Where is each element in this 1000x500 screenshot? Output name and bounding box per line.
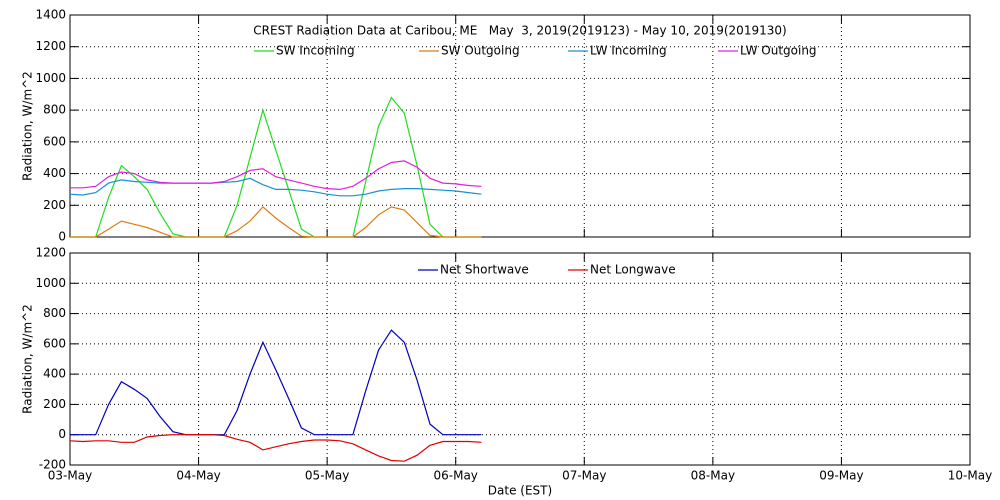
y-tick-label: 1000 (35, 71, 66, 85)
y-tick-label: 1200 (35, 246, 66, 260)
legend-label: LW Incoming (590, 44, 667, 58)
y-tick-label: 1400 (35, 8, 66, 22)
y-tick-label: 1000 (35, 276, 66, 290)
x-tick-label: 10-May (948, 469, 992, 483)
x-tick-label: 08-May (691, 469, 735, 483)
y-tick-label: 600 (43, 336, 66, 350)
x-tick-label: 07-May (562, 469, 606, 483)
legend-label: Net Longwave (590, 263, 676, 277)
legend-label: SW Incoming (276, 44, 355, 58)
y-tick-label: 200 (43, 397, 66, 411)
chart-title: CREST Radiation Data at Caribou, ME May … (253, 24, 786, 38)
legend-label: Net Shortwave (440, 263, 529, 277)
series-line (70, 96, 482, 238)
y-axis-label: Radiation, W/m^2 (21, 71, 35, 181)
y-axis-label: Radiation, W/m^2 (21, 304, 35, 414)
y-tick-label: -200 (39, 458, 66, 472)
y-tick-label: 400 (43, 367, 66, 381)
x-tick-label: 04-May (176, 469, 220, 483)
y-tick-label: 400 (43, 166, 66, 180)
y-tick-label: 0 (58, 230, 66, 244)
series-line (69, 434, 482, 462)
plot-frame (69, 14, 971, 238)
y-tick-label: 1200 (35, 39, 66, 53)
y-tick-label: 0 (58, 427, 66, 441)
x-tick-label: 09-May (819, 469, 863, 483)
plot-frame (69, 252, 971, 466)
x-tick-label: 06-May (434, 469, 478, 483)
x-tick-label: 05-May (305, 469, 349, 483)
series-line (70, 329, 482, 436)
series-line (69, 177, 482, 197)
y-tick-label: 800 (43, 103, 66, 117)
series-line (70, 160, 482, 191)
y-tick-label: 800 (43, 306, 66, 320)
legend-label: LW Outgoing (740, 44, 817, 58)
x-tick-label: 03-May (48, 469, 92, 483)
x-axis-label: Date (EST) (488, 484, 552, 498)
series-line (70, 206, 482, 238)
y-tick-label: 200 (43, 198, 66, 212)
y-tick-label: 600 (43, 134, 66, 148)
legend-label: SW Outgoing (441, 44, 520, 58)
